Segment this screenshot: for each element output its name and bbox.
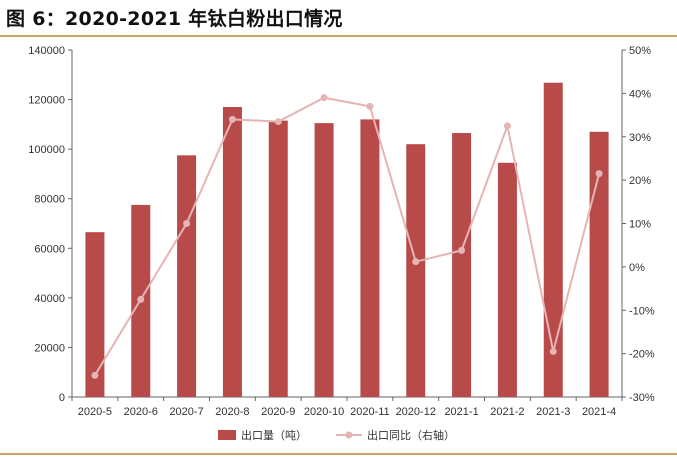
left-axis-ticks: 0 20000 40000 60000 80000 100000 120000 140000 [28, 45, 72, 404]
line-path [94, 96, 601, 376]
right-tick-label: -10% [629, 305, 655, 317]
bar [452, 133, 472, 397]
legend: 出口量（吨） 出口同比（右轴） [218, 428, 455, 442]
line-point [91, 371, 99, 379]
x-tick-label: 2020-9 [261, 406, 295, 418]
bar [314, 123, 334, 397]
x-tick-label: 2021-4 [582, 406, 616, 418]
line-point [228, 115, 236, 123]
bar [497, 162, 517, 397]
bar-series [85, 82, 609, 398]
line-point [320, 94, 328, 102]
left-tick-label: 100000 [28, 144, 65, 156]
figure-title: 图 6：2020-2021 年钛白粉出口情况 [6, 8, 343, 30]
left-tick-label: 120000 [28, 95, 65, 107]
right-tick-label: 20% [629, 175, 651, 187]
line-series [91, 94, 603, 379]
bar [85, 232, 105, 397]
right-tick-label: -20% [629, 349, 655, 361]
line-point [549, 347, 557, 355]
legend-bar-swatch [218, 430, 236, 440]
bar [360, 119, 380, 398]
bar [177, 155, 197, 397]
left-tick-label: 140000 [28, 45, 65, 57]
right-tick-label: 50% [629, 45, 651, 57]
right-tick-label: 0% [629, 262, 645, 274]
x-tick-label: 2020-12 [396, 406, 436, 418]
x-tick-label: 2020-8 [215, 406, 249, 418]
left-tick-label: 80000 [34, 194, 65, 206]
bar [589, 131, 609, 398]
bar [406, 144, 426, 397]
bar [543, 82, 563, 398]
line-point [412, 258, 420, 266]
left-tick-label: 60000 [34, 243, 65, 255]
left-tick-label: 0 [59, 392, 65, 404]
x-tick-label: 2021-2 [490, 406, 524, 418]
line-point [274, 118, 282, 126]
bar [222, 107, 242, 397]
line-point [183, 220, 191, 227]
x-tick-label: 2021-1 [444, 406, 478, 418]
x-tick-label: 2021-3 [536, 406, 570, 418]
line-point [137, 295, 145, 303]
right-axis-ticks: -30% -20% -10% 0% 10% 20% 30% 40% 50% [622, 45, 655, 404]
legend-bar-label: 出口量（吨） [241, 428, 307, 442]
x-tick-label: 2020-6 [124, 406, 158, 418]
right-tick-label: -30% [629, 392, 655, 404]
bottom-rule [0, 453, 677, 455]
right-tick-label: 40% [629, 88, 651, 100]
line-point [458, 246, 466, 254]
x-axis-ticks: 2020-5 2020-6 2020-7 2020-8 2020-9 2020-10 202… [71, 397, 623, 418]
line-point [595, 170, 603, 178]
legend-line-label: 出口同比（右轴） [367, 428, 455, 442]
x-tick-label: 2020-10 [304, 406, 344, 418]
top-rule [0, 35, 677, 37]
left-tick-label: 40000 [34, 293, 65, 305]
left-tick-label: 20000 [34, 342, 65, 354]
legend-line-marker [345, 431, 353, 439]
line-point [366, 102, 374, 110]
x-tick-label: 2020-5 [78, 406, 112, 418]
x-tick-label: 2020-7 [169, 406, 203, 418]
bar [268, 120, 288, 397]
line-point [503, 122, 511, 130]
right-tick-label: 30% [629, 132, 651, 144]
right-tick-label: 10% [629, 219, 651, 231]
x-tick-label: 2020-11 [350, 406, 390, 418]
